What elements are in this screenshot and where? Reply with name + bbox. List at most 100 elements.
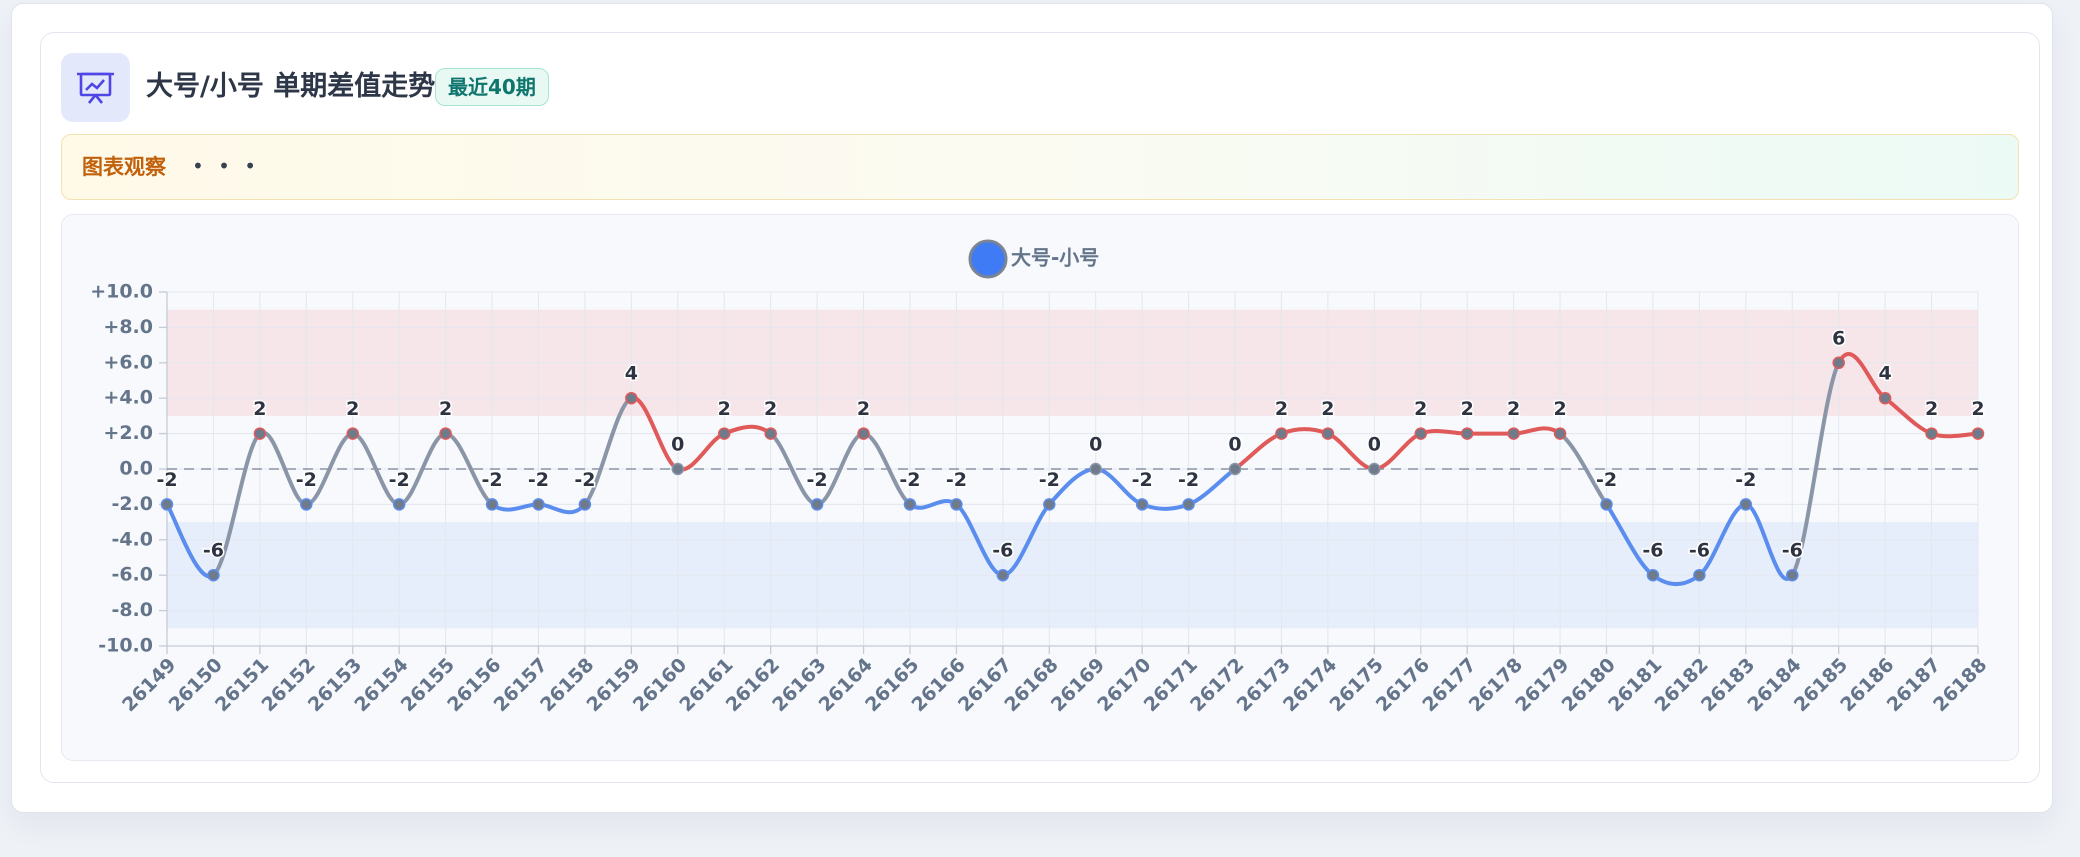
data-label: -2 [296, 469, 317, 491]
data-point [996, 568, 1010, 582]
data-label: -2 [899, 469, 920, 491]
data-point [950, 498, 963, 511]
data-label: -2 [156, 469, 177, 491]
data-point [717, 427, 731, 440]
data-label: 2 [253, 398, 266, 420]
data-point [1786, 568, 1799, 582]
data-label: 0 [1368, 434, 1381, 456]
data-label: -2 [1132, 469, 1153, 491]
data-label: 2 [1925, 398, 1938, 420]
data-label: 2 [764, 398, 777, 420]
data-point [1693, 568, 1706, 582]
data-label: 0 [1228, 434, 1241, 456]
data-label: -2 [528, 469, 549, 491]
data-point [207, 568, 220, 582]
line-segment [1929, 431, 1980, 439]
data-point [625, 391, 638, 405]
line-segment [1140, 502, 1191, 511]
data-point [810, 498, 824, 511]
line-segment [536, 502, 587, 515]
data-label: 2 [346, 398, 359, 420]
line-segment [675, 431, 727, 472]
data-point [1507, 427, 1520, 440]
line-segment [1790, 360, 1841, 578]
data-point [578, 498, 592, 511]
chart-panel [61, 214, 2019, 761]
data-label: -2 [946, 469, 967, 491]
period-badge: 最近40期 [435, 68, 549, 106]
y-tick-label: +8.0 [103, 316, 153, 338]
icon-graphic [77, 72, 114, 104]
data-point [1600, 498, 1613, 511]
line-segment [582, 396, 634, 507]
line-segment [722, 424, 773, 436]
data-point [1043, 498, 1056, 511]
observation-bar[interactable]: 图表观察 • • • [61, 134, 2019, 200]
data-label: 2 [718, 398, 731, 420]
data-point [1460, 427, 1474, 440]
data-point [392, 498, 406, 511]
data-label: 2 [1321, 398, 1334, 420]
y-tick-label: +6.0 [103, 351, 153, 373]
legend-label: 大号-小号 [1011, 246, 1099, 270]
line-segment [1604, 502, 1655, 578]
y-tick-label: -10.0 [98, 635, 153, 657]
data-point [1971, 427, 1985, 440]
data-point [439, 427, 452, 440]
data-label: -6 [1642, 540, 1663, 562]
data-point [764, 427, 777, 440]
data-label: -2 [1039, 469, 1060, 491]
data-label: 4 [625, 363, 638, 385]
observation-text: • • • [192, 154, 261, 178]
data-point [857, 427, 870, 440]
data-point [1925, 427, 1938, 440]
line-segment [1372, 431, 1423, 471]
line-segment [211, 431, 262, 578]
chart-icon [61, 53, 130, 122]
y-tick-label: -6.0 [111, 564, 153, 586]
data-label: 6 [1832, 327, 1845, 349]
data-point [903, 498, 917, 511]
data-label: 2 [1971, 398, 1984, 420]
data-label: -2 [1735, 469, 1756, 491]
data-label: -6 [992, 540, 1013, 562]
line-segment [1279, 427, 1330, 436]
data-label: 2 [1461, 398, 1474, 420]
line-segment [1836, 352, 1888, 401]
data-point [1321, 427, 1335, 440]
data-label: 4 [1879, 363, 1892, 385]
data-label: 2 [1414, 398, 1427, 420]
line-segment [1511, 426, 1563, 436]
data-point [1832, 356, 1845, 370]
data-label: 0 [671, 434, 684, 456]
y-tick-label: +2.0 [103, 422, 153, 444]
data-point [1135, 498, 1149, 511]
data-label: 2 [1507, 398, 1520, 420]
line-segment [1418, 429, 1470, 436]
data-label: 2 [1275, 398, 1288, 420]
data-point [300, 498, 313, 511]
data-label: 2 [1553, 398, 1566, 420]
data-point [1553, 427, 1567, 440]
data-point [1878, 391, 1892, 405]
data-label: -6 [1782, 540, 1803, 562]
line-segment [1233, 431, 1284, 471]
y-tick-label: +4.0 [103, 387, 153, 409]
data-label: -6 [1689, 540, 1710, 562]
observation-label: 图表观察 [82, 155, 166, 179]
data-label: 2 [439, 398, 452, 420]
data-point [253, 427, 267, 440]
data-label: -6 [203, 540, 224, 562]
data-point [1182, 498, 1195, 511]
data-point [1089, 462, 1102, 476]
y-tick-label: 0.0 [119, 458, 153, 480]
legend-marker [968, 239, 1008, 279]
data-point [485, 498, 499, 511]
data-label: -2 [807, 469, 828, 491]
data-label: -2 [574, 469, 595, 491]
chart-title: 大号/小号 单期差值走势 [146, 71, 436, 102]
data-point [1275, 427, 1288, 440]
data-label: 2 [857, 398, 870, 420]
y-tick-label: -4.0 [111, 528, 153, 550]
